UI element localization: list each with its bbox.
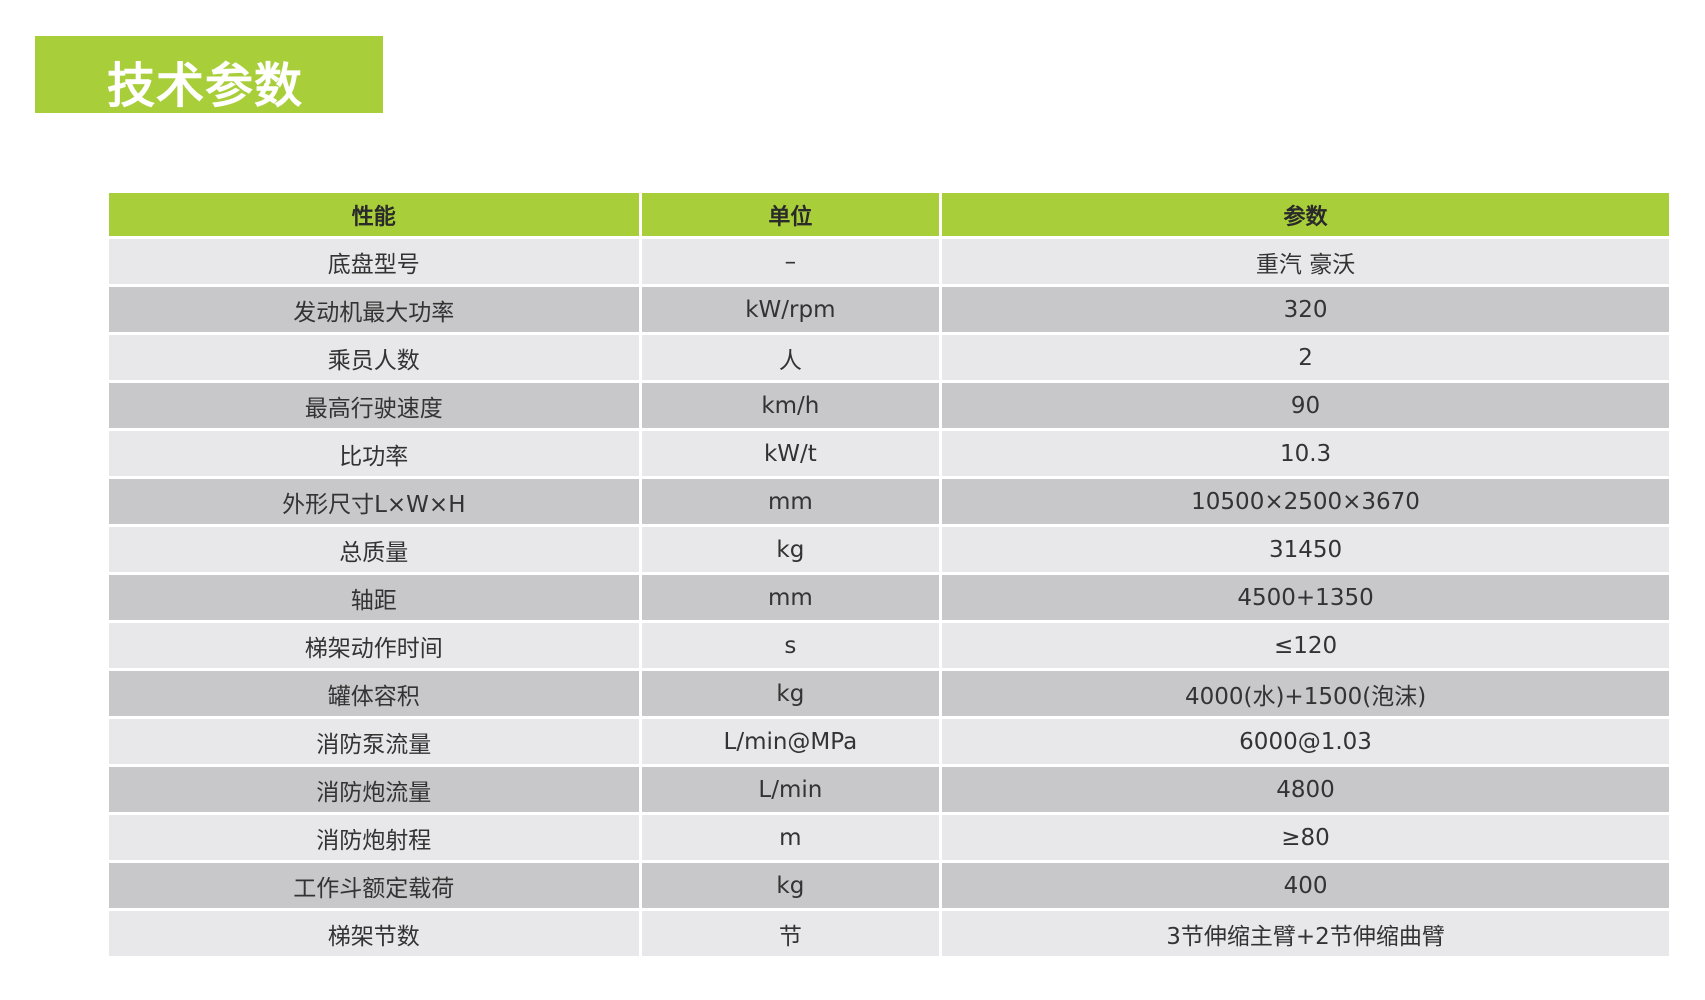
- section-title-banner: 技术参数: [35, 36, 383, 114]
- cell-parameter: 400: [942, 863, 1669, 908]
- cell-performance: 轴距: [109, 575, 639, 620]
- cell-parameter: 320: [942, 287, 1669, 332]
- header-performance: 性能: [109, 193, 639, 236]
- cell-performance: 外形尺寸L×W×H: [109, 479, 639, 524]
- cell-performance: 乘员人数: [109, 335, 639, 380]
- cell-performance: 罐体容积: [109, 671, 639, 716]
- cell-parameter: 重汽 豪沃: [942, 239, 1669, 284]
- cell-performance: 比功率: [109, 431, 639, 476]
- table-row: 底盘型号 – 重汽 豪沃: [109, 239, 1669, 284]
- table-row: 最高行驶速度 km/h 90: [109, 383, 1669, 428]
- table-header-row: 性能 单位 参数: [109, 193, 1669, 236]
- cell-unit: mm: [641, 575, 940, 620]
- cell-parameter: 90: [942, 383, 1669, 428]
- table-row: 梯架节数节 3节伸缩主臂+2节伸缩曲臂: [109, 911, 1669, 956]
- cell-unit: L/min@MPa: [641, 719, 940, 764]
- cell-parameter: 10500×2500×3670: [942, 479, 1669, 524]
- table-row: 消防泵流量 L/min@MPa 6000@1.03: [109, 719, 1669, 764]
- cell-parameter: ≥80: [942, 815, 1669, 860]
- spec-table: 性能 单位 参数 底盘型号 – 重汽 豪沃 发动机最大功率 kW/rpm 320 乘员人数人…: [106, 190, 1672, 959]
- header-unit: 单位: [641, 193, 940, 236]
- cell-performance: 发动机最大功率: [109, 287, 639, 332]
- cell-unit: kg: [641, 527, 940, 572]
- cell-unit: m: [641, 815, 940, 860]
- table-row: 梯架动作时间 s ≤120: [109, 623, 1669, 668]
- cell-parameter: 4000(水)+1500(泡沫): [942, 671, 1669, 716]
- cell-parameter: 6000@1.03: [942, 719, 1669, 764]
- table-row: 外形尺寸L×W×H mm 10500×2500×3670: [109, 479, 1669, 524]
- table-row: 总质量 kg 31450: [109, 527, 1669, 572]
- table-row: 轴距 mm 4500+1350: [109, 575, 1669, 620]
- cell-unit: mm: [641, 479, 940, 524]
- table-row: 发动机最大功率 kW/rpm 320: [109, 287, 1669, 332]
- cell-unit: kW/t: [641, 431, 940, 476]
- cell-unit: 节: [641, 911, 940, 956]
- cell-unit: km/h: [641, 383, 940, 428]
- cell-unit: kW/rpm: [641, 287, 940, 332]
- cell-performance: 梯架动作时间: [109, 623, 639, 668]
- cell-parameter: ≤120: [942, 623, 1669, 668]
- table-row: 乘员人数人 2: [109, 335, 1669, 380]
- cell-parameter: 10.3: [942, 431, 1669, 476]
- cell-unit: kg: [641, 863, 940, 908]
- cell-parameter: 3节伸缩主臂+2节伸缩曲臂: [942, 911, 1669, 956]
- header-parameter: 参数: [942, 193, 1669, 236]
- cell-unit: –: [641, 239, 940, 284]
- table-row: 比功率 kW/t 10.3: [109, 431, 1669, 476]
- cell-performance: 消防炮射程: [109, 815, 639, 860]
- cell-unit: kg: [641, 671, 940, 716]
- cell-parameter: 2: [942, 335, 1669, 380]
- table-row: 消防炮射程 m ≥80: [109, 815, 1669, 860]
- table-row: 罐体容积 kg 4000(水)+1500(泡沫): [109, 671, 1669, 716]
- cell-performance: 梯架节数: [109, 911, 639, 956]
- cell-performance: 消防炮流量: [109, 767, 639, 812]
- section-title: 技术参数: [107, 58, 304, 114]
- cell-performance: 总质量: [109, 527, 639, 572]
- cell-parameter: 4800: [942, 767, 1669, 812]
- cell-parameter: 4500+1350: [942, 575, 1669, 620]
- cell-unit: s: [641, 623, 940, 668]
- cell-performance: 最高行驶速度: [109, 383, 639, 428]
- cell-performance: 工作斗额定载荷: [109, 863, 639, 908]
- cell-parameter: 31450: [942, 527, 1669, 572]
- cell-performance: 底盘型号: [109, 239, 639, 284]
- table-row: 消防炮流量 L/min 4800: [109, 767, 1669, 812]
- cell-unit: 人: [641, 335, 940, 380]
- cell-performance: 消防泵流量: [109, 719, 639, 764]
- cell-unit: L/min: [641, 767, 940, 812]
- table-row: 工作斗额定载荷 kg 400: [109, 863, 1669, 908]
